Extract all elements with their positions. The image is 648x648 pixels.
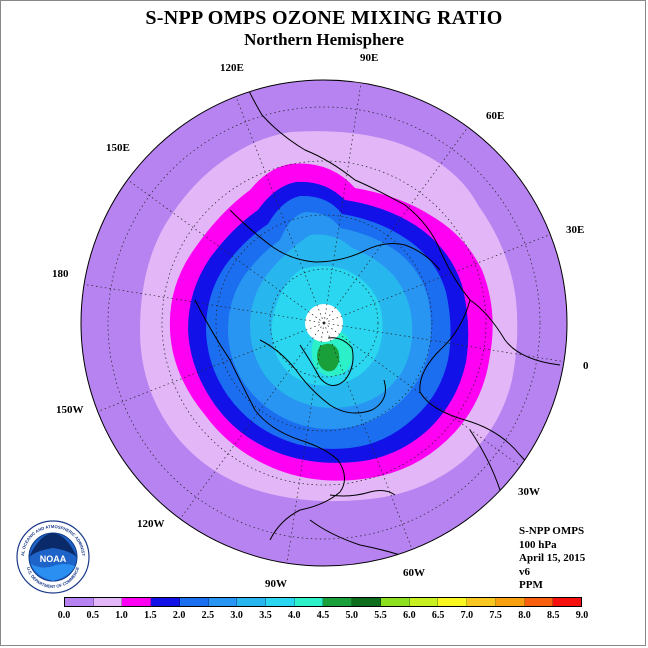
colorbar-tick-label: 9.0 bbox=[575, 610, 589, 621]
meridians bbox=[81, 82, 567, 564]
colorbar-segment bbox=[495, 598, 525, 606]
lon-label-30w: 30W bbox=[518, 486, 540, 498]
lon-label-30e: 30E bbox=[566, 224, 585, 236]
colorbar-tick-label: 0.0 bbox=[57, 610, 71, 621]
colorbar-tick-label: 2.0 bbox=[172, 610, 186, 621]
colorbar-segment bbox=[151, 598, 180, 606]
lon-label-120e: 120E bbox=[220, 62, 244, 74]
info-date: April 15, 2015 bbox=[519, 552, 586, 565]
colorbar-segment bbox=[524, 598, 554, 606]
colorbar-segment bbox=[380, 598, 410, 606]
colorbar-tick-label: 6.5 bbox=[431, 610, 445, 621]
coast-eurasia bbox=[241, 80, 561, 366]
coast-north-america bbox=[194, 299, 345, 541]
lon-label-0: 0 bbox=[583, 360, 589, 372]
lon-label-150e: 150E bbox=[106, 142, 130, 154]
colorbar-segment bbox=[294, 598, 324, 606]
colorbar-segment bbox=[467, 598, 496, 606]
noaa-logo: NATIONAL OCEANIC AND ATMOSPHERIC ADMINIS… bbox=[16, 520, 90, 594]
colorbar-segment bbox=[122, 598, 152, 606]
colorbar-segment bbox=[323, 598, 353, 606]
colorbar-segment bbox=[237, 598, 267, 606]
colorbar-segment bbox=[438, 598, 468, 606]
coast-siberia bbox=[229, 209, 441, 271]
colorbar-tick-label: 5.5 bbox=[374, 610, 387, 621]
logo-noaa-text: NOAA bbox=[40, 554, 67, 564]
coast-caribbean bbox=[329, 490, 396, 497]
colorbar-segment bbox=[179, 598, 209, 606]
colorbar-segment bbox=[208, 598, 238, 606]
lon-label-150w: 150W bbox=[56, 404, 84, 416]
colorbar-tick-label: 1.0 bbox=[115, 610, 128, 621]
colorbar-segment bbox=[409, 598, 439, 606]
colorbar-segment bbox=[266, 598, 295, 606]
info-version: v6 bbox=[519, 565, 530, 578]
map-title: S-NPP OMPS OZONE MIXING RATIO bbox=[145, 7, 503, 29]
coast-greenland bbox=[299, 337, 354, 386]
colorbar-segment bbox=[553, 598, 581, 606]
coast-canada bbox=[259, 339, 386, 414]
colorbar-segment bbox=[93, 598, 123, 606]
colorbar-tick-label: 8.5 bbox=[546, 610, 560, 621]
colorbar-tick-label: 2.5 bbox=[201, 610, 215, 621]
colorbar-tick-label: 7.5 bbox=[489, 610, 502, 621]
lon-label-90e: 90E bbox=[360, 52, 379, 64]
colorbar-tick-label: 7.0 bbox=[460, 610, 474, 621]
colorbar bbox=[64, 597, 582, 607]
colorbar-segment bbox=[65, 598, 94, 606]
logo-bird-shape bbox=[29, 533, 77, 557]
colorbar-tick-label: 6.0 bbox=[403, 610, 416, 621]
lon-label-180: 180 bbox=[52, 268, 69, 280]
colorbar-tick-label: 4.0 bbox=[287, 610, 301, 621]
colorbar-tick-label: 8.0 bbox=[518, 610, 531, 621]
colorbar-tick-label: 3.5 bbox=[259, 610, 272, 621]
colorbar-tick-label: 4.5 bbox=[316, 610, 330, 621]
info-level: 100 hPa bbox=[519, 538, 557, 551]
colorbar-segment bbox=[352, 598, 381, 606]
map-boundary bbox=[80, 79, 568, 567]
info-instrument: S-NPP OMPS bbox=[519, 525, 585, 537]
parallels bbox=[107, 106, 541, 540]
colorbar-tick-label: 5.0 bbox=[345, 610, 359, 621]
lon-label-90w: 90W bbox=[265, 578, 287, 590]
colorbar-tick-label: 1.5 bbox=[144, 610, 157, 621]
lon-label-60w: 60W bbox=[403, 567, 425, 579]
info-panel: S-NPP OMPS 100 hPa April 15, 2015 v6 PPM bbox=[519, 525, 585, 593]
info-units: PPM bbox=[519, 579, 543, 592]
map-subtitle: Northern Hemisphere bbox=[244, 30, 404, 49]
lon-label-120w: 120W bbox=[137, 518, 165, 530]
band-4.5-5.0 bbox=[317, 343, 340, 372]
colorbar-tick-label: 0.5 bbox=[86, 610, 100, 621]
coast-europe bbox=[419, 299, 561, 481]
colorbar-tick-label: 3.0 bbox=[230, 610, 243, 621]
lon-label-60e: 60E bbox=[486, 110, 505, 122]
